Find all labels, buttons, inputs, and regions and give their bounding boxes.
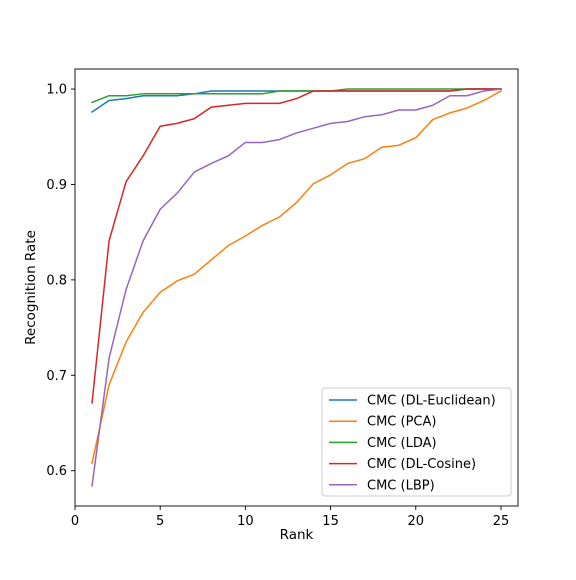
y-tick-label: 0.7 [46, 369, 67, 384]
series-line-4 [91, 88, 502, 404]
x-tick-label: 0 [71, 514, 79, 529]
legend-entry: CMC (LBP) [329, 478, 435, 493]
legend-label: CMC (PCA) [367, 415, 436, 430]
legend-entry: CMC (DL-Euclidean) [329, 394, 496, 409]
legend-label: CMC (DL-Euclidean) [367, 394, 496, 409]
x-tick-label: 10 [237, 514, 254, 529]
x-axis-label: Rank [280, 527, 314, 543]
plot-area [74, 68, 519, 507]
y-tick-label: 0.9 [46, 178, 67, 193]
series-line-1 [90, 88, 502, 113]
x-tick-label: 25 [493, 514, 510, 529]
legend-entry: CMC (LDA) [329, 436, 437, 451]
x-tick-label: 15 [322, 514, 339, 529]
x-tick-label: 5 [156, 514, 164, 529]
legend: CMC (DL-Euclidean) CMC (PCA) CMC (LDA) CMC … [321, 387, 512, 497]
series-line-5 [91, 88, 502, 487]
tick-layer: 0 5 10 15 20 25 0.6 0.7 0.8 0.9 1.0 [46, 83, 509, 529]
y-tick-label: 0.8 [46, 273, 67, 288]
y-axis-label: Recognition Rate [23, 230, 39, 345]
legend-items: CMC (DL-Euclidean) CMC (PCA) CMC (LDA) CMC … [329, 394, 496, 493]
series-line-2 [91, 89, 502, 464]
legend-entry: CMC (PCA) [329, 415, 436, 430]
y-tick-label: 1.0 [46, 83, 67, 98]
series-line-3 [91, 88, 502, 104]
legend-entry: CMC (DL-Cosine) [329, 457, 476, 472]
legend-label: CMC (LDA) [367, 436, 437, 451]
legend-box [321, 387, 512, 497]
series-layer [90, 88, 502, 487]
legend-label: CMC (DL-Cosine) [367, 457, 476, 472]
x-tick-label: 20 [407, 514, 424, 529]
legend-label: CMC (LBP) [367, 478, 435, 493]
y-tick-label: 0.6 [46, 464, 67, 479]
